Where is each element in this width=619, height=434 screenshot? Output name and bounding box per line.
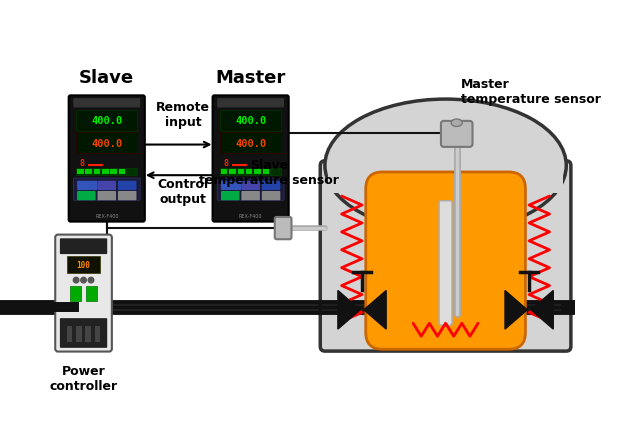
FancyBboxPatch shape [97,181,116,191]
FancyBboxPatch shape [118,191,136,201]
Polygon shape [364,291,386,329]
Ellipse shape [325,100,566,232]
FancyBboxPatch shape [229,169,236,175]
Polygon shape [531,291,553,329]
Text: 400.0: 400.0 [235,116,266,126]
FancyBboxPatch shape [217,178,284,201]
FancyBboxPatch shape [85,326,91,342]
Text: Remote
input: Remote input [157,101,210,128]
FancyBboxPatch shape [76,111,137,132]
FancyBboxPatch shape [262,181,280,191]
Text: Power
controller: Power controller [50,364,118,392]
Polygon shape [338,291,360,329]
FancyBboxPatch shape [220,168,281,176]
Text: Slave: Slave [79,69,134,87]
FancyBboxPatch shape [241,181,260,191]
Text: Control
output: Control output [158,178,209,206]
FancyBboxPatch shape [86,286,97,301]
FancyBboxPatch shape [262,191,280,201]
FancyBboxPatch shape [262,169,269,175]
FancyBboxPatch shape [246,169,253,175]
Ellipse shape [451,120,462,127]
FancyBboxPatch shape [254,169,261,175]
FancyBboxPatch shape [320,161,571,351]
Text: 400.0: 400.0 [91,116,123,126]
FancyBboxPatch shape [60,319,107,348]
Text: Slave
temperature sensor: Slave temperature sensor [199,159,339,187]
FancyBboxPatch shape [67,256,100,273]
Text: 400.0: 400.0 [91,138,123,148]
Text: Master
temperature sensor: Master temperature sensor [461,78,601,106]
FancyBboxPatch shape [76,133,137,154]
FancyBboxPatch shape [77,181,97,191]
Text: REX-F400: REX-F400 [95,213,118,218]
FancyBboxPatch shape [221,191,240,201]
FancyBboxPatch shape [95,326,100,342]
FancyBboxPatch shape [69,286,80,301]
Text: 400.0: 400.0 [235,138,266,148]
Circle shape [73,278,79,283]
FancyBboxPatch shape [73,178,140,201]
FancyBboxPatch shape [220,133,281,154]
FancyBboxPatch shape [366,173,526,349]
FancyBboxPatch shape [241,191,260,201]
Text: Master: Master [215,69,286,87]
FancyBboxPatch shape [77,191,95,201]
FancyBboxPatch shape [60,239,107,254]
Text: 8: 8 [223,158,228,168]
Circle shape [88,278,93,283]
FancyBboxPatch shape [55,235,112,352]
FancyBboxPatch shape [110,169,117,175]
Text: REX-F400: REX-F400 [239,213,262,218]
FancyBboxPatch shape [217,99,284,108]
Circle shape [80,278,86,283]
FancyBboxPatch shape [221,169,227,175]
FancyBboxPatch shape [441,122,472,148]
FancyBboxPatch shape [221,181,241,191]
FancyBboxPatch shape [119,169,125,175]
Text: 8: 8 [80,158,85,168]
Polygon shape [505,291,527,329]
FancyBboxPatch shape [212,96,288,222]
FancyBboxPatch shape [77,169,84,175]
FancyBboxPatch shape [439,201,452,326]
FancyBboxPatch shape [76,326,82,342]
FancyBboxPatch shape [97,191,116,201]
FancyBboxPatch shape [73,99,140,108]
Text: 100: 100 [77,260,90,269]
FancyBboxPatch shape [69,96,145,222]
FancyBboxPatch shape [76,168,137,176]
FancyBboxPatch shape [102,169,108,175]
FancyBboxPatch shape [118,181,136,191]
FancyBboxPatch shape [93,169,100,175]
FancyBboxPatch shape [275,217,292,240]
FancyBboxPatch shape [67,326,72,342]
FancyBboxPatch shape [85,169,92,175]
FancyBboxPatch shape [238,169,244,175]
FancyBboxPatch shape [220,111,281,132]
FancyBboxPatch shape [327,166,563,194]
